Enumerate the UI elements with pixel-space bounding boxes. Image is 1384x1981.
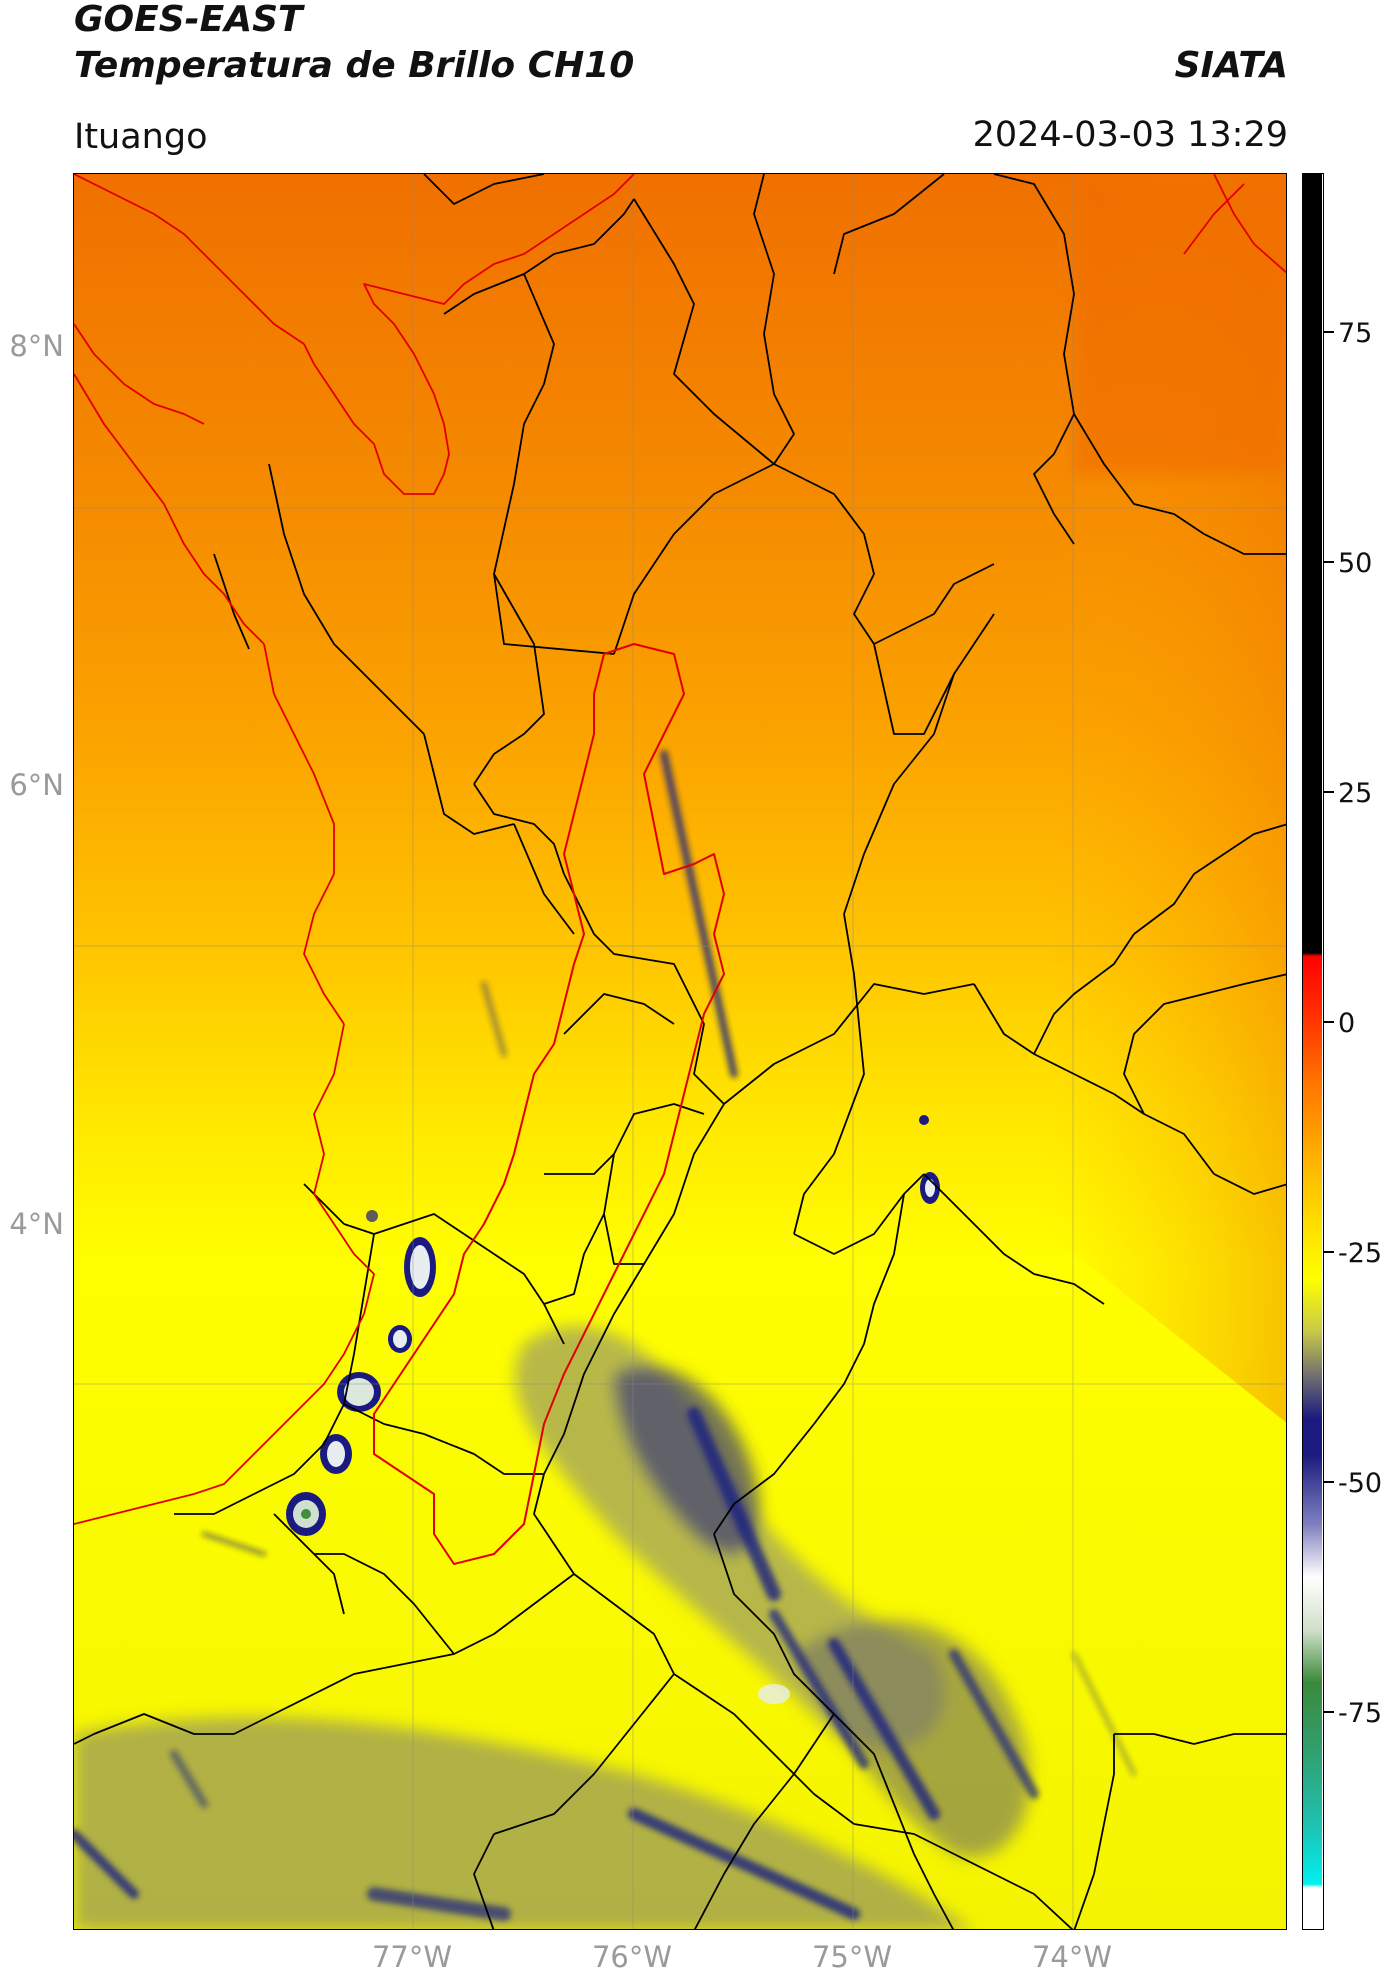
colorbar-tick [1324, 791, 1334, 793]
colorbar-label-minus-75: -75 [1338, 1698, 1383, 1729]
colorbar-tick [1324, 1251, 1334, 1253]
lon-label-74w: 74°W [1031, 1940, 1113, 1974]
colorbar-gradient [1303, 174, 1322, 1928]
title-line-2: Temperatura de Brillo CH10 [74, 45, 635, 86]
political-borders [74, 174, 1286, 1929]
lon-label-76w: 76°W [591, 1940, 673, 1974]
convective-cores [286, 1115, 940, 1704]
brand-label: SIATA [1174, 45, 1288, 86]
region-label: Ituango [74, 117, 208, 157]
colorbar-tick [1324, 331, 1334, 333]
colorbar [1302, 173, 1324, 1930]
lat-label-8n: 8°N [9, 329, 64, 363]
colorbar-tick [1324, 1481, 1334, 1483]
lat-label-4n: 4°N [9, 1207, 64, 1241]
graticule [74, 174, 1286, 1929]
colorbar-tick [1324, 1021, 1334, 1023]
colorbar-label-25: 25 [1338, 778, 1373, 809]
map-canvas [74, 174, 1286, 1929]
brightness-temperature-map[interactable] [73, 173, 1287, 1930]
ne-warm-patch [1074, 174, 1286, 474]
colorbar-tick [1324, 561, 1334, 563]
lat-label-6n: 6°N [9, 768, 64, 802]
colorbar-tick [1324, 1711, 1334, 1713]
colorbar-label-minus-25: -25 [1338, 1238, 1383, 1269]
coastline [74, 174, 1286, 1525]
colorbar-label-0: 0 [1338, 1008, 1356, 1039]
lon-label-75w: 75°W [811, 1940, 893, 1974]
timestamp-label: 2024-03-03 13:29 [972, 115, 1288, 155]
title-line-1: GOES-EAST [74, 0, 303, 40]
colorbar-label-minus-50: -50 [1338, 1468, 1383, 1499]
lon-label-77w: 77°W [371, 1940, 453, 1974]
colorbar-label-50: 50 [1338, 548, 1373, 579]
ituango-basin-outline [373, 643, 725, 1565]
colorbar-label-75: 75 [1338, 318, 1373, 349]
